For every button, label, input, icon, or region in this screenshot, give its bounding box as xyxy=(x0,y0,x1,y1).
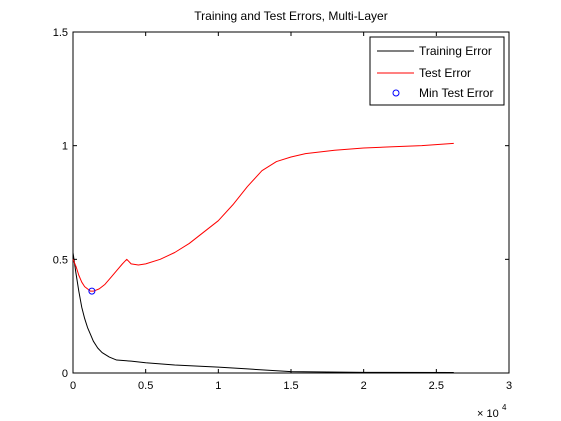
series-line-training-error xyxy=(72,252,454,374)
y-tick-label: 1 xyxy=(62,141,68,153)
x-tick-label: 0 xyxy=(70,380,76,392)
x-tick-label: 3 xyxy=(506,380,512,392)
x-tick-label: 1.5 xyxy=(283,380,298,392)
x-tick-label: 1 xyxy=(215,380,221,392)
legend-label-test-error: Test Error xyxy=(419,66,471,80)
x-tick-label: 2.5 xyxy=(429,380,444,392)
x-multiplier-exponent: 4 xyxy=(502,403,507,412)
chart-title: Training and Test Errors, Multi-Layer xyxy=(194,9,387,23)
legend-label-training-error: Training Error xyxy=(419,44,492,58)
y-tick-label: 0.5 xyxy=(53,254,68,266)
y-axis: 0 0.5 1 1.5 xyxy=(53,27,509,380)
y-tick-label: 1.5 xyxy=(53,27,68,39)
legend-marker-min-test-error xyxy=(392,89,400,97)
x-axis: 0 0.5 1 1.5 2 2.5 3 xyxy=(70,32,512,392)
x-multiplier-label: × 10 xyxy=(477,408,499,420)
x-tick-label: 2 xyxy=(361,380,367,392)
series-line-test-error xyxy=(72,142,454,292)
legend-label-min-test-error: Min Test Error xyxy=(419,86,493,100)
series-layer xyxy=(72,142,454,374)
point-min-test-error xyxy=(88,287,96,295)
legend-box xyxy=(369,36,505,106)
x-tick-label: 0.5 xyxy=(138,380,153,392)
y-tick-label: 0 xyxy=(62,368,68,380)
legend: Training Error Test Error Min Test Error xyxy=(369,36,505,106)
